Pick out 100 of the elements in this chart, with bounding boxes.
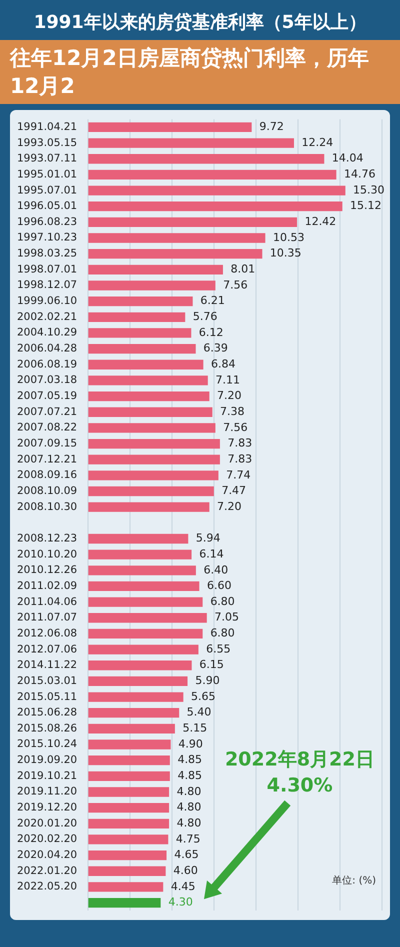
bar xyxy=(88,202,342,212)
data-label: 10.53 xyxy=(272,230,304,244)
bar xyxy=(88,328,192,338)
data-label: 6.14 xyxy=(199,547,224,560)
chart-title: 1991年以来的房贷基准利率（5年以上） xyxy=(32,11,368,35)
y-tick-label: 2006.04.28 xyxy=(16,342,78,355)
y-tick-label: 1998.12.07 xyxy=(16,279,78,292)
y-tick-label: 2002.02.21 xyxy=(16,310,78,323)
y-tick-label: 2015.03.01 xyxy=(16,674,78,687)
data-label: 7.05 xyxy=(214,610,240,624)
annotation: 单位: (%) xyxy=(332,874,376,886)
data-label: 7.83 xyxy=(228,436,252,450)
data-label: 4.30 xyxy=(168,896,193,909)
data-label: 7.56 xyxy=(223,420,248,434)
y-tick-label: 2011.04.06 xyxy=(16,596,78,608)
data-label: 4.80 xyxy=(176,784,202,798)
bar xyxy=(88,296,193,306)
y-tick-label: 1995.07.01 xyxy=(16,184,78,196)
bar xyxy=(88,376,208,386)
bar xyxy=(88,676,188,686)
bar xyxy=(88,280,216,290)
y-tick-label: 2008.12.23 xyxy=(16,532,78,544)
y-tick-label: 2006.08.19 xyxy=(16,358,78,370)
bar xyxy=(88,249,262,259)
data-label: 6.15 xyxy=(199,658,224,672)
bar xyxy=(88,628,203,639)
bar xyxy=(88,708,180,718)
y-tick-label: 2008.10.09 xyxy=(16,484,78,497)
y-tick-label: 2022.05.20 xyxy=(16,880,78,893)
y-tick-label: 2007.08.22 xyxy=(16,422,78,434)
data-label: 4.45 xyxy=(170,880,196,893)
y-tick-label: 2015.10.24 xyxy=(16,738,78,750)
y-tick-label: 2012.07.06 xyxy=(16,643,78,656)
bar xyxy=(88,454,220,464)
y-tick-label: 2019.10.21 xyxy=(16,770,78,782)
y-tick-label: 2019.11.20 xyxy=(16,786,78,798)
bar xyxy=(88,850,167,860)
bar xyxy=(88,756,170,766)
data-label: 15.30 xyxy=(353,183,385,196)
data-label: 15.12 xyxy=(350,199,382,212)
y-tick-label: 2020.04.20 xyxy=(16,849,78,862)
data-label: 4.60 xyxy=(173,864,198,877)
bar xyxy=(88,344,196,354)
data-label: 6.39 xyxy=(203,342,228,355)
y-tick-label: 1998.07.01 xyxy=(16,263,78,276)
bar xyxy=(88,154,324,164)
data-label: 7.20 xyxy=(217,389,242,402)
y-tick-label: 2004.10.29 xyxy=(16,326,78,339)
y-tick-label: 2007.12.21 xyxy=(16,453,78,466)
data-label: 5.90 xyxy=(195,674,220,688)
data-label: 4.75 xyxy=(176,832,200,846)
data-label: 5.65 xyxy=(191,690,216,703)
data-label: 7.56 xyxy=(223,278,248,292)
data-label: 4.85 xyxy=(178,769,202,782)
y-tick-label: 1995.01.01 xyxy=(16,168,78,180)
bar xyxy=(88,423,216,433)
y-tick-label: 1998.03.25 xyxy=(16,248,78,260)
bar xyxy=(88,407,212,417)
bar xyxy=(88,502,210,512)
bar xyxy=(88,787,170,797)
bar xyxy=(88,724,175,734)
y-tick-label: 2011.07.07 xyxy=(16,612,78,624)
bar xyxy=(88,360,204,370)
data-label: 6.12 xyxy=(198,326,224,339)
data-label: 6.80 xyxy=(210,594,235,608)
data-label: 7.11 xyxy=(216,373,240,386)
y-tick-label: 2012.06.08 xyxy=(16,627,78,640)
bar xyxy=(88,312,186,322)
data-label: 6.60 xyxy=(206,579,232,592)
bar xyxy=(88,834,168,844)
data-label: 7.74 xyxy=(226,468,251,482)
data-label: 6.80 xyxy=(210,626,235,640)
bar xyxy=(88,692,184,702)
bar xyxy=(88,550,192,560)
bar xyxy=(88,660,192,670)
data-label: 4.90 xyxy=(178,737,203,750)
bar xyxy=(88,470,218,480)
y-tick-label: 1993.05.15 xyxy=(16,136,78,149)
y-tick-label: 2019.12.20 xyxy=(16,802,78,814)
y-tick-label: 1991.04.21 xyxy=(16,120,78,133)
data-label: 4.80 xyxy=(176,816,202,830)
bar xyxy=(88,581,200,592)
y-tick-label: 2007.05.19 xyxy=(16,390,78,402)
bar xyxy=(88,438,220,449)
y-tick-label: 2007.03.18 xyxy=(16,374,78,386)
y-tick-label: 2014.11.22 xyxy=(16,659,78,672)
y-tick-label: 2007.09.15 xyxy=(16,438,78,450)
bar xyxy=(88,138,294,148)
data-label: 14.76 xyxy=(344,168,376,181)
data-label: 4.85 xyxy=(178,753,202,766)
y-tick-label: 1993.07.11 xyxy=(16,152,78,165)
bar xyxy=(88,264,223,274)
y-tick-label: 2019.09.20 xyxy=(16,754,78,766)
bar xyxy=(88,122,252,132)
bar xyxy=(88,391,210,402)
bar xyxy=(88,217,298,228)
bar xyxy=(88,186,346,196)
data-label: 7.47 xyxy=(222,484,246,498)
bar xyxy=(88,644,198,654)
bar xyxy=(88,534,188,544)
